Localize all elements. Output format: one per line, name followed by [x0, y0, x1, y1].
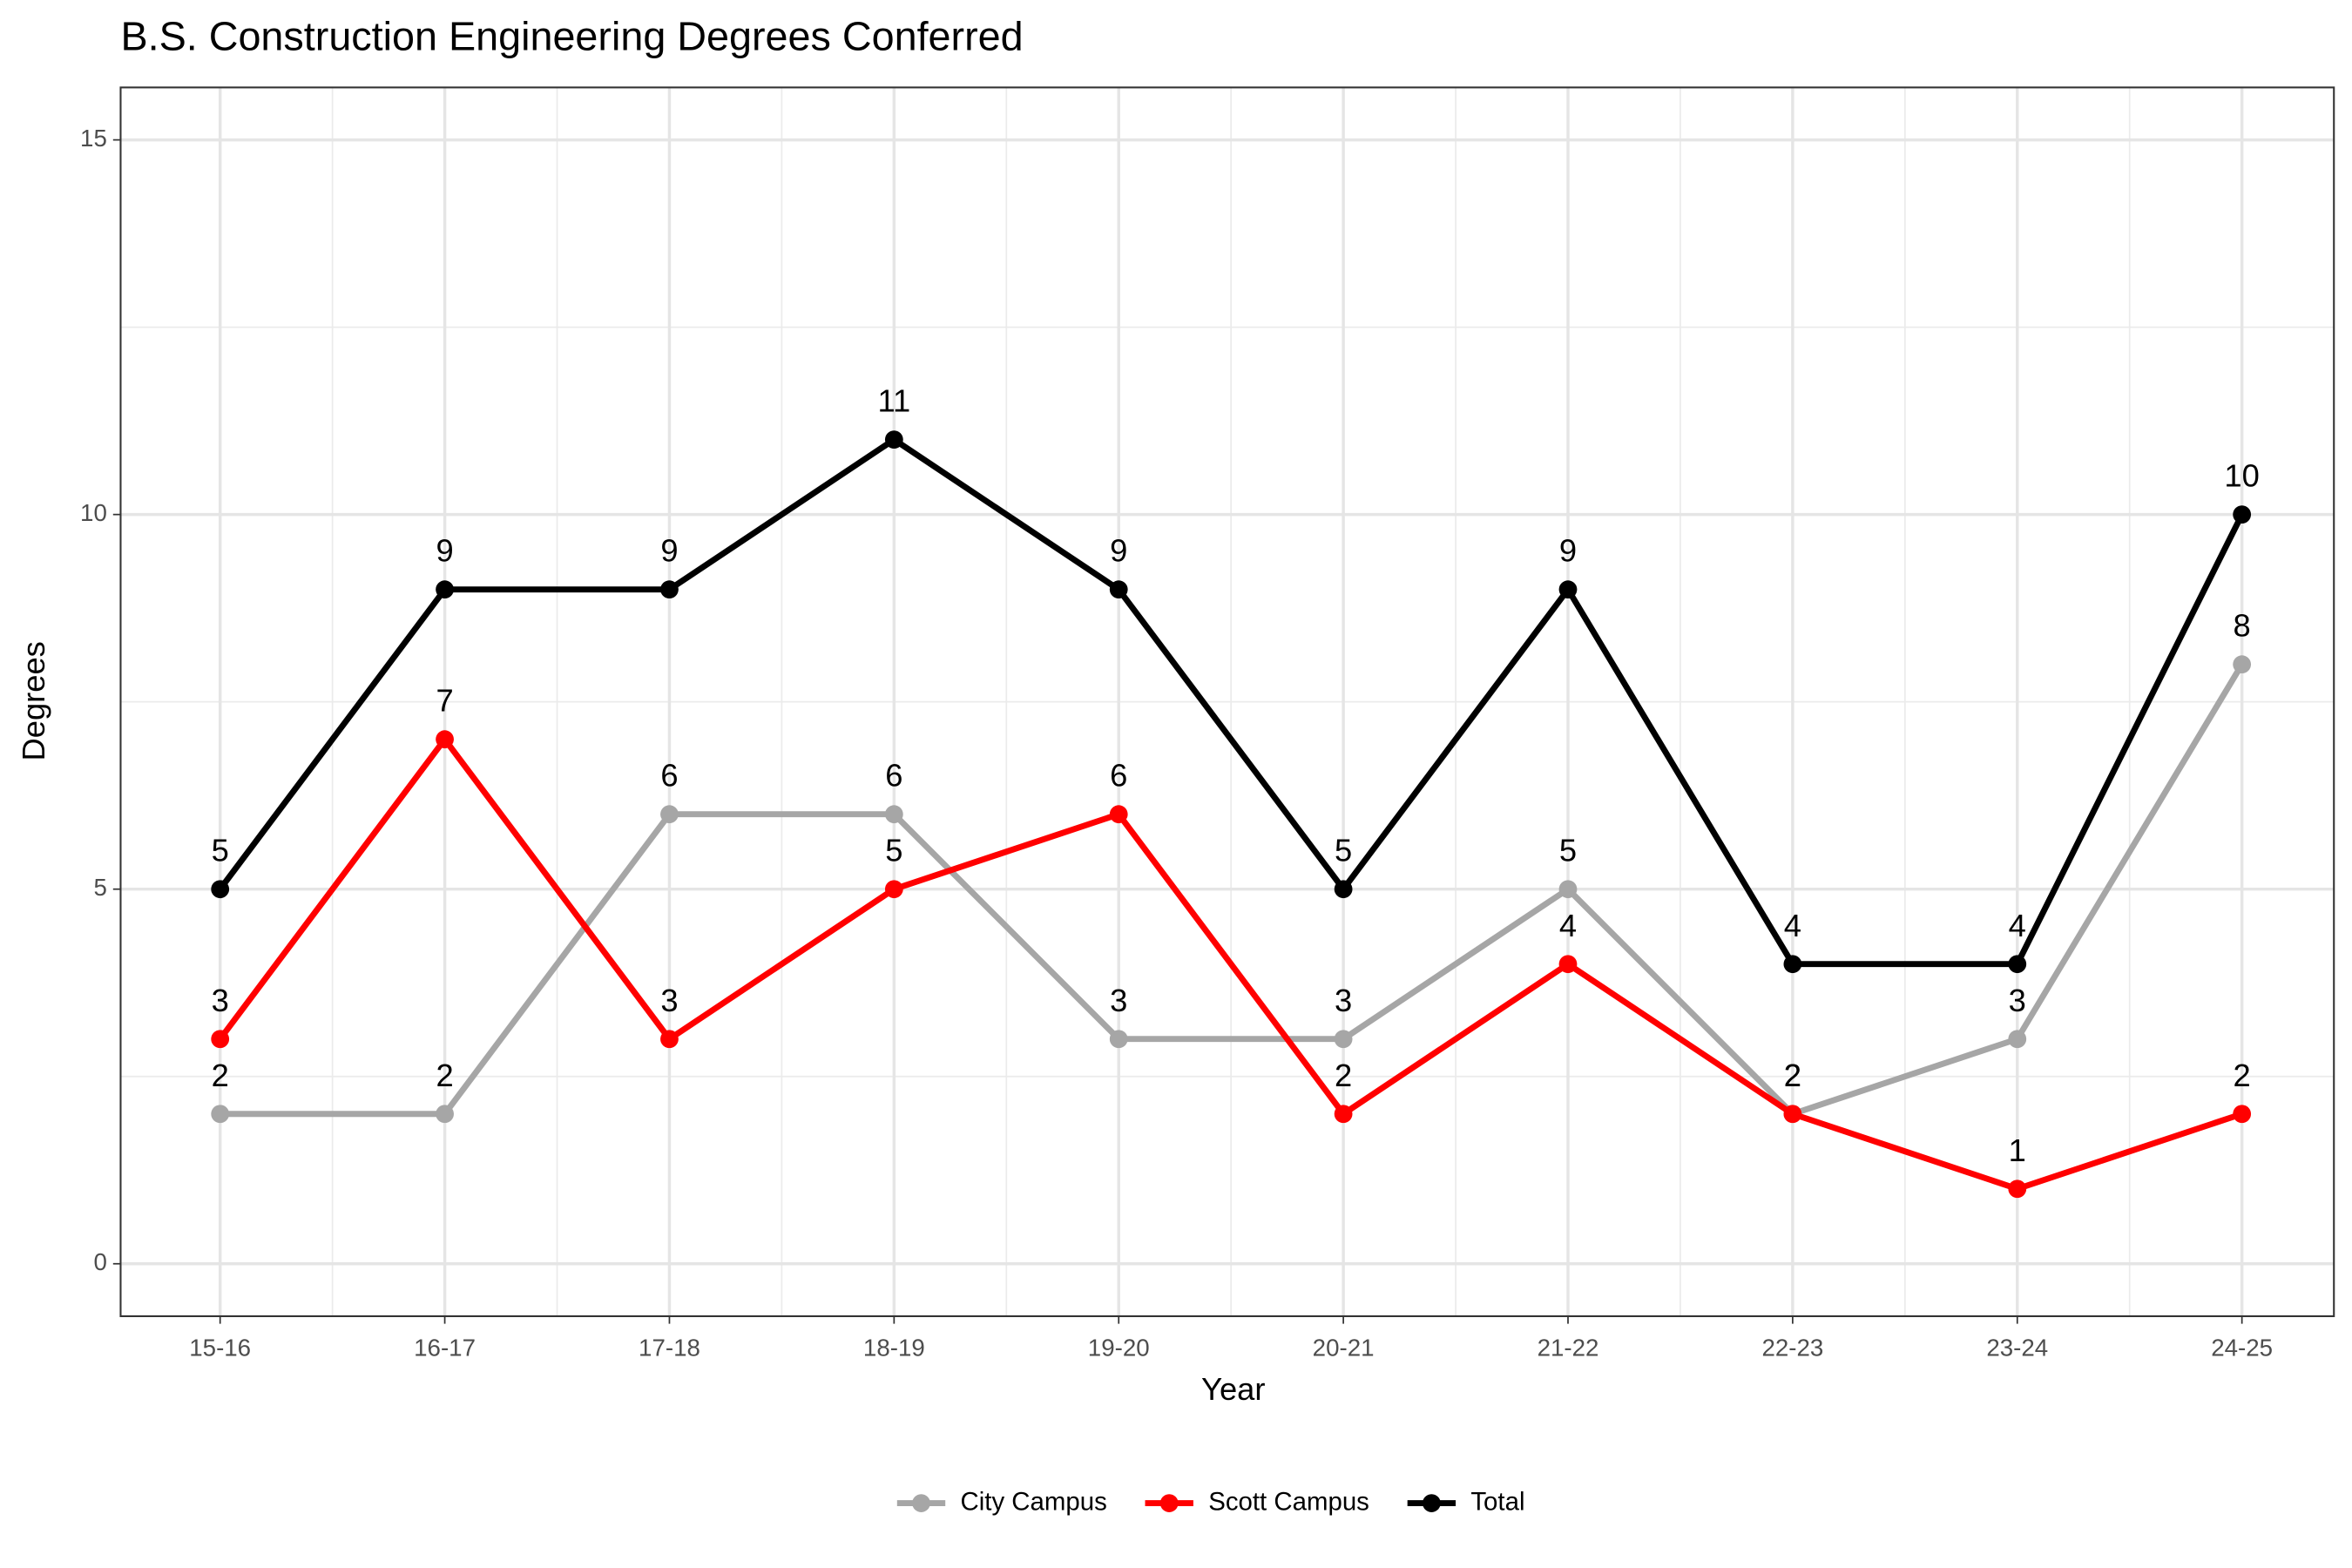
data-label: 4 [2009, 908, 2026, 943]
legend-label: Scott Campus [1208, 1487, 1369, 1516]
point [1109, 1030, 1128, 1049]
x-tick-label: 24-25 [2211, 1334, 2273, 1361]
x-tick-label: 23-24 [1986, 1334, 2048, 1361]
point [211, 1105, 230, 1124]
y-tick-label: 5 [93, 874, 106, 901]
point [1109, 805, 1128, 824]
point [884, 430, 903, 449]
x-tick-label: 18-19 [863, 1334, 925, 1361]
legend-label: Total [1470, 1487, 1524, 1516]
point [436, 1105, 454, 1124]
data-label: 2 [1335, 1058, 1352, 1093]
data-label: 4 [1784, 908, 1801, 943]
point [211, 1030, 230, 1049]
chart-title: B.S. Construction Engineering Degrees Co… [120, 13, 1023, 58]
data-label: 3 [1110, 983, 1127, 1018]
point [660, 1030, 679, 1049]
point [660, 580, 679, 599]
data-label: 5 [212, 833, 229, 868]
point [2008, 1030, 2027, 1049]
data-label: 2 [212, 1058, 229, 1093]
series-line [220, 662, 2245, 1118]
legend-label: City Campus [960, 1487, 1106, 1516]
data-label: 6 [660, 758, 678, 794]
point [436, 580, 454, 599]
data-label: 2 [2234, 1058, 2251, 1093]
data-label: 11 [877, 383, 910, 419]
data-label: 2 [436, 1058, 453, 1093]
data-label: 9 [1110, 533, 1127, 569]
point [1783, 1105, 1802, 1124]
point [1334, 1105, 1353, 1124]
legend-point [1159, 1494, 1179, 1512]
point [1558, 955, 1578, 974]
y-tick-label: 15 [80, 125, 107, 152]
x-tick-label: 17-18 [639, 1334, 700, 1361]
point [1109, 580, 1128, 599]
data-label: 2 [1784, 1058, 1801, 1093]
data-label: 8 [2234, 608, 2251, 644]
point [1558, 580, 1578, 599]
legend-point [1422, 1494, 1441, 1512]
data-label: 4 [1559, 908, 1577, 943]
point [2233, 655, 2252, 674]
x-tick-label: 21-22 [1538, 1334, 1599, 1361]
point [436, 730, 454, 749]
x-tick-label: 19-20 [1088, 1334, 1150, 1361]
point [660, 805, 679, 824]
point [1558, 880, 1578, 899]
point [884, 805, 903, 824]
legend-point [912, 1494, 930, 1512]
x-tick-label: 15-16 [189, 1334, 251, 1361]
point [2233, 505, 2252, 524]
data-label: 3 [660, 983, 678, 1018]
point [884, 880, 903, 899]
data-label: 3 [2009, 983, 2026, 1018]
data-label: 5 [1335, 833, 1352, 868]
point [2008, 1179, 2027, 1199]
data-label: 5 [1559, 833, 1577, 868]
y-tick-label: 0 [93, 1248, 106, 1275]
y-axis-title: Degrees [16, 641, 51, 760]
data-label: 7 [436, 683, 453, 719]
point [1783, 955, 1802, 974]
data-label: 9 [660, 533, 678, 569]
data-label: 6 [1110, 758, 1127, 794]
plot-border [119, 86, 2335, 1317]
data-label: 3 [1335, 983, 1352, 1018]
data-label: 5 [885, 833, 902, 868]
data-label: 1 [2009, 1132, 2026, 1168]
series-line [217, 436, 2245, 968]
point [1334, 1030, 1353, 1049]
y-tick-label: 10 [80, 499, 107, 526]
data-label: 9 [436, 533, 453, 569]
data-label: 6 [885, 758, 902, 794]
x-tick-label: 20-21 [1313, 1334, 1375, 1361]
series-line [217, 736, 2243, 1193]
x-tick-label: 16-17 [414, 1334, 476, 1361]
point [211, 880, 230, 899]
data-label: 10 [2224, 458, 2259, 494]
data-label: 3 [212, 983, 229, 1018]
point [2008, 955, 2027, 974]
data-label: 9 [1559, 533, 1577, 569]
x-axis-title: Year [1201, 1371, 1265, 1407]
data-label: 2 [1784, 1058, 1801, 1093]
point [1334, 880, 1353, 899]
point [2233, 1105, 2252, 1124]
x-tick-label: 22-23 [1761, 1334, 1823, 1361]
